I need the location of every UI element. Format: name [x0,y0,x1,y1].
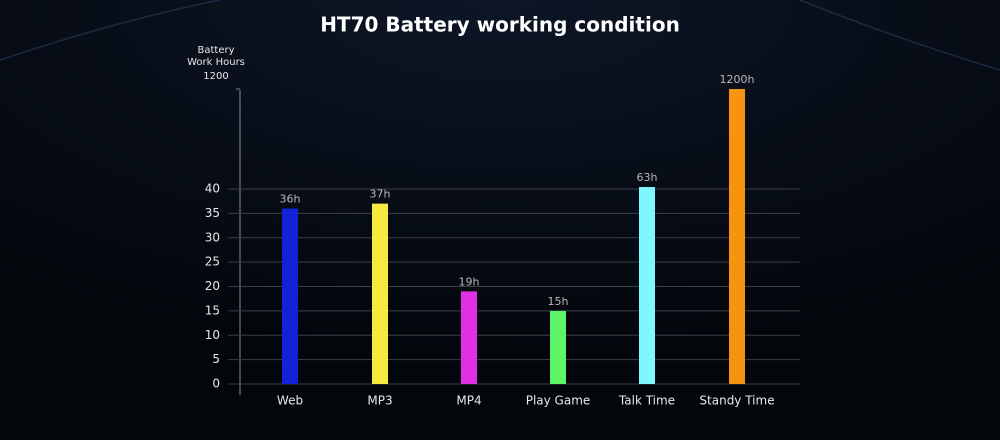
y-tick-label: 30 [205,230,220,244]
decor [0,0,221,61]
data-label: 36h [280,193,301,206]
data-label: 37h [370,188,391,201]
data-label: 15h [548,295,569,308]
bar [639,187,655,384]
chart-title: HT70 Battery working condition [320,13,680,37]
y-tick-label: 15 [205,303,220,317]
y-axis-label: Work Hours [187,57,245,68]
data-label: 63h [637,171,658,184]
decor [799,0,1000,71]
y-tick-label: 20 [205,279,220,293]
y-tick-label: 1200 [203,71,228,82]
bar [461,291,477,384]
x-tick-label: MP4 [456,394,481,408]
data-label: 1200h [720,73,755,86]
bar [550,310,566,384]
x-tick-label: Play Game [526,394,591,408]
y-tick-label: 0 [212,377,220,391]
y-tick-label: 35 [205,206,220,220]
x-tick-label: Web [277,394,303,408]
y-tick-label: 40 [205,182,220,196]
y-tick-label: 25 [205,255,220,269]
y-tick-label: 10 [205,328,220,342]
x-tick-label: Standy Time [699,394,774,408]
y-axis-label: Battery [197,45,234,56]
bar [372,203,388,384]
bar [729,89,745,384]
bar [282,208,298,384]
x-tick-label: Talk Time [618,394,675,408]
y-tick-label: 5 [212,352,220,366]
x-tick-label: MP3 [367,394,392,408]
data-label: 19h [459,275,480,288]
